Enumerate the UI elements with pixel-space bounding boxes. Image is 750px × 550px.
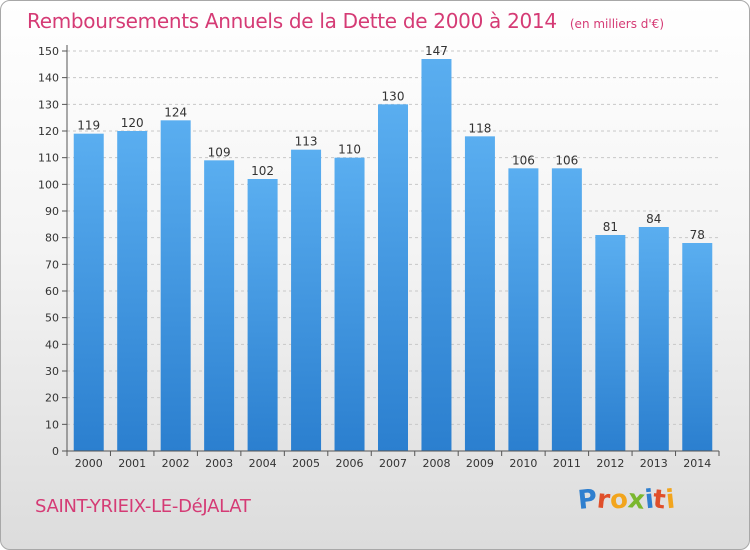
bar bbox=[73, 133, 104, 451]
x-tick-label: 2013 bbox=[640, 457, 668, 470]
x-tick-label: 2001 bbox=[118, 457, 146, 470]
y-tick-label: 40 bbox=[45, 338, 59, 351]
bar bbox=[291, 149, 322, 451]
chart-title: Remboursements Annuels de la Dette de 20… bbox=[27, 9, 664, 33]
y-tick-label: 30 bbox=[45, 365, 59, 378]
y-tick-label: 0 bbox=[52, 445, 59, 458]
y-tick-label: 100 bbox=[38, 178, 59, 191]
bar-value-label: 147 bbox=[425, 44, 448, 58]
y-tick-label: 50 bbox=[45, 312, 59, 325]
bar-value-label: 106 bbox=[555, 153, 578, 167]
y-tick-label: 110 bbox=[38, 152, 59, 165]
bar-value-label: 109 bbox=[208, 145, 231, 159]
bar bbox=[160, 120, 191, 451]
x-tick-label: 2005 bbox=[292, 457, 320, 470]
bar bbox=[334, 157, 365, 451]
x-tick-label: 2014 bbox=[683, 457, 711, 470]
x-tick-label: 2012 bbox=[596, 457, 624, 470]
bar bbox=[378, 104, 408, 451]
bar-value-label: 84 bbox=[646, 212, 661, 226]
y-tick-label: 90 bbox=[45, 205, 59, 218]
chart-title-text: Remboursements Annuels de la Dette de 20… bbox=[27, 9, 557, 33]
bar-value-label: 102 bbox=[251, 164, 274, 178]
bar-value-label: 124 bbox=[164, 105, 187, 119]
y-tick-label: 140 bbox=[38, 72, 59, 85]
bar bbox=[204, 160, 235, 452]
x-tick-label: 2000 bbox=[75, 457, 103, 470]
bar-value-label: 118 bbox=[468, 121, 491, 135]
y-tick-label: 10 bbox=[45, 418, 59, 431]
bar bbox=[595, 235, 626, 451]
logo-letter: i bbox=[664, 484, 677, 516]
bar bbox=[117, 131, 148, 451]
bar bbox=[682, 243, 713, 451]
bars: 119 120 124 109 102 113 110 130 147 118 106 106 81 84… bbox=[73, 44, 713, 452]
bar-value-label: 119 bbox=[77, 119, 100, 133]
bar-value-label: 106 bbox=[512, 153, 535, 167]
y-tick-label: 60 bbox=[45, 285, 59, 298]
y-tick-label: 120 bbox=[38, 125, 59, 138]
x-tick-label: 2007 bbox=[379, 457, 407, 470]
bar bbox=[464, 136, 495, 452]
x-tick-label: 2004 bbox=[249, 457, 277, 470]
bar-value-label: 78 bbox=[690, 228, 705, 242]
x-tick-label: 2003 bbox=[205, 457, 233, 470]
y-tick-label: 70 bbox=[45, 258, 59, 271]
y-tick-label: 150 bbox=[38, 45, 59, 58]
bar-value-label: 110 bbox=[338, 143, 361, 157]
bar-value-label: 120 bbox=[121, 116, 144, 130]
bar-value-label: 113 bbox=[295, 135, 318, 149]
y-tick-label: 130 bbox=[38, 98, 59, 111]
town-name: SAINT-YRIEIX-LE-DéJALAT bbox=[35, 496, 251, 517]
bar bbox=[421, 59, 452, 451]
bar-value-label: 130 bbox=[382, 89, 405, 103]
x-tick-label: 2002 bbox=[162, 457, 190, 470]
x-tick-label: 2006 bbox=[336, 457, 364, 470]
bar bbox=[247, 179, 278, 451]
bar bbox=[508, 168, 539, 452]
bar-value-label: 81 bbox=[603, 220, 618, 234]
y-tick-label: 20 bbox=[45, 392, 59, 405]
x-tick-label: 2008 bbox=[422, 457, 450, 470]
x-tick-label: 2011 bbox=[553, 457, 581, 470]
bar bbox=[551, 168, 582, 452]
bar bbox=[638, 227, 669, 451]
x-tick-label: 2010 bbox=[509, 457, 537, 470]
proxiti-logo: Proxiti bbox=[576, 484, 677, 516]
y-tick-label: 80 bbox=[45, 232, 59, 245]
axes: 0 10 20 30 40 50 60 70 80 90 100 110 120 130 140 150 200… bbox=[38, 45, 720, 470]
x-tick-label: 2009 bbox=[466, 457, 494, 470]
chart-subtitle: (en milliers d'€) bbox=[569, 17, 664, 31]
